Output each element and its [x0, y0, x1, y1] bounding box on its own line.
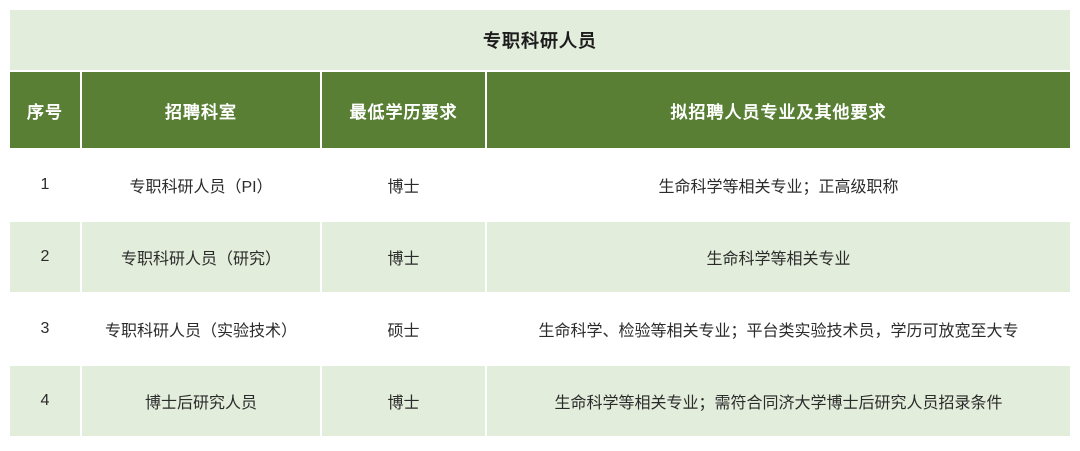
- column-header-no: 序号: [10, 72, 80, 148]
- cell-no: 1: [10, 150, 80, 220]
- recruitment-table: 专职科研人员 序号 招聘科室 最低学历要求 拟招聘人员专业及其他要求 1 专职科…: [8, 8, 1072, 438]
- cell-department: 博士后研究人员: [82, 366, 320, 436]
- cell-department: 专职科研人员（PI）: [82, 150, 320, 220]
- table-row: 2 专职科研人员（研究） 博士 生命科学等相关专业: [10, 222, 1070, 292]
- cell-no: 4: [10, 366, 80, 436]
- column-header-department: 招聘科室: [82, 72, 320, 148]
- cell-no: 3: [10, 294, 80, 364]
- cell-min-education: 硕士: [322, 294, 485, 364]
- column-header-requirements: 拟招聘人员专业及其他要求: [487, 72, 1070, 148]
- cell-department: 专职科研人员（实验技术）: [82, 294, 320, 364]
- cell-requirements: 生命科学等相关专业；正高级职称: [487, 150, 1070, 220]
- table-row: 1 专职科研人员（PI） 博士 生命科学等相关专业；正高级职称: [10, 150, 1070, 220]
- table-row: 4 博士后研究人员 博士 生命科学等相关专业；需符合同济大学博士后研究人员招录条…: [10, 366, 1070, 436]
- cell-min-education: 博士: [322, 222, 485, 292]
- column-header-min-education: 最低学历要求: [322, 72, 485, 148]
- cell-min-education: 博士: [322, 366, 485, 436]
- table-title: 专职科研人员: [10, 10, 1070, 70]
- cell-requirements: 生命科学等相关专业: [487, 222, 1070, 292]
- cell-min-education: 博士: [322, 150, 485, 220]
- table-row: 3 专职科研人员（实验技术） 硕士 生命科学、检验等相关专业；平台类实验技术员，…: [10, 294, 1070, 364]
- cell-no: 2: [10, 222, 80, 292]
- cell-requirements: 生命科学、检验等相关专业；平台类实验技术员，学历可放宽至大专: [487, 294, 1070, 364]
- table-header-row: 序号 招聘科室 最低学历要求 拟招聘人员专业及其他要求: [10, 72, 1070, 148]
- table-title-row: 专职科研人员: [10, 10, 1070, 70]
- cell-department: 专职科研人员（研究）: [82, 222, 320, 292]
- cell-requirements: 生命科学等相关专业；需符合同济大学博士后研究人员招录条件: [487, 366, 1070, 436]
